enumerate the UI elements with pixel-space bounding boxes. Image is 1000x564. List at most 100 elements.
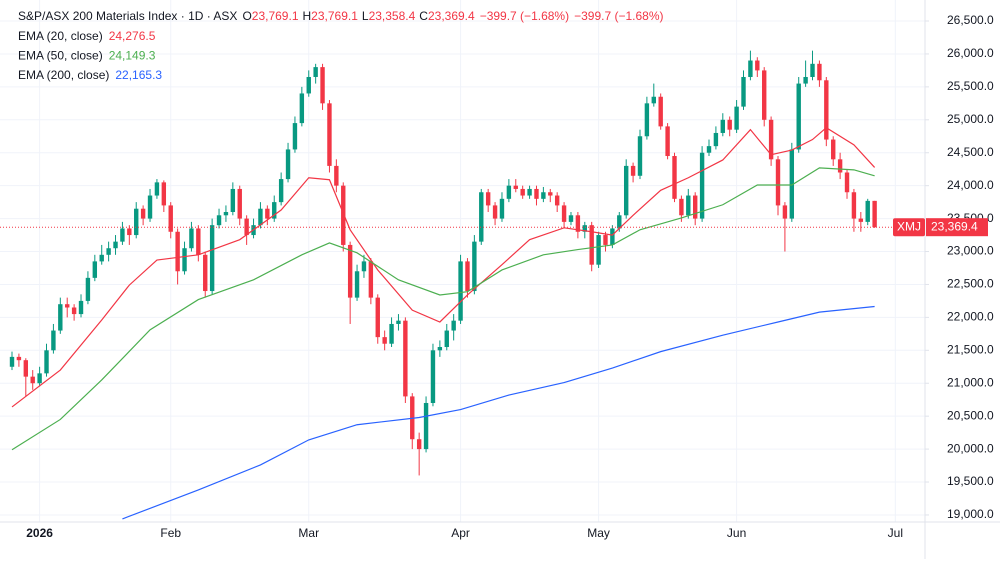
legend-name: EMA (50, close)	[18, 49, 103, 63]
y-tick-label: 22,500.0	[947, 277, 994, 291]
x-tick-label: Mar	[298, 526, 319, 540]
legend-entry: EMA (200, close) 22,165.3	[18, 68, 162, 82]
x-tick-label: May	[587, 526, 610, 540]
candle-body	[658, 96, 663, 127]
candle-body	[285, 149, 291, 180]
candle-body	[230, 188, 236, 213]
y-tick-label: 26,000.0	[947, 46, 994, 60]
candle-body	[499, 198, 505, 219]
candle-body	[720, 119, 726, 133]
candle-body	[9, 356, 15, 367]
candle-body	[389, 323, 394, 344]
candle-body	[313, 67, 318, 77]
candle-body	[334, 165, 339, 186]
candle-body	[299, 93, 305, 124]
candle-body	[479, 192, 484, 242]
grid	[0, 0, 925, 522]
candle-body	[755, 60, 760, 71]
ticker-label: XMJ	[897, 219, 921, 233]
legend-entry: EMA (50, close) 24,149.3	[18, 49, 156, 63]
candle-body	[485, 192, 491, 206]
change-label: −399.7 (−1.68%)	[574, 9, 663, 23]
candle-body	[679, 198, 684, 216]
candle-body	[278, 179, 284, 203]
ohlc-value: 23,369.4	[428, 9, 475, 23]
candle-body	[327, 103, 332, 166]
legend-name: EMA (20, close)	[18, 29, 103, 43]
candle-body	[361, 261, 367, 272]
candle-body	[209, 225, 215, 292]
candle-body	[196, 228, 201, 255]
candle-body	[824, 80, 829, 140]
candle-body	[623, 165, 629, 216]
candle-body	[375, 297, 380, 338]
candle-body	[182, 248, 187, 272]
legend-name: EMA (200, close)	[18, 68, 109, 82]
candle-body	[292, 123, 298, 150]
header: S&P/ASX 200 Materials Index · 1D · ASX O2…	[18, 9, 664, 23]
y-tick-label: 19,000.0	[947, 507, 994, 521]
candle-body	[237, 188, 242, 219]
candle-body	[699, 152, 705, 219]
y-tick-label: 19,500.0	[947, 474, 994, 488]
ema-line	[11, 167, 875, 451]
candle-body	[147, 195, 153, 219]
candle-body	[775, 159, 781, 206]
candle-body	[216, 215, 222, 226]
candle-body	[458, 261, 463, 321]
candle-body	[596, 235, 601, 265]
candle-body	[203, 254, 208, 292]
y-tick-label: 24,500.0	[947, 145, 994, 159]
candle-body	[134, 208, 139, 236]
ema-line	[122, 305, 875, 520]
x-tick-label: 2026	[26, 526, 53, 540]
y-tick-label: 20,000.0	[947, 441, 994, 455]
candle-body	[140, 208, 146, 219]
candle-body	[154, 182, 160, 196]
candle-body	[782, 205, 788, 219]
candle-body	[851, 192, 857, 219]
x-tick-label: Feb	[160, 526, 181, 540]
price-tag-label: 23,369.4	[931, 219, 978, 233]
change-label: −399.7 (−1.68%)	[480, 9, 569, 23]
y-tick-label: 24,000.0	[947, 178, 994, 192]
candle-body	[92, 261, 98, 278]
legend-value: 24,149.3	[109, 49, 156, 63]
candle-body	[513, 185, 518, 189]
candle-body	[527, 188, 532, 196]
candle-body	[844, 172, 850, 193]
candle-body	[865, 200, 870, 222]
candle-body	[692, 195, 698, 219]
ohlc-key: O	[242, 9, 251, 23]
candle-body	[258, 208, 263, 226]
candle-body	[872, 200, 877, 228]
candle-body	[99, 254, 104, 262]
candle-body	[23, 360, 29, 377]
candle-body	[127, 228, 132, 236]
candle-body	[644, 103, 650, 137]
ticker-tag	[893, 218, 925, 237]
y-tick-label: 21,000.0	[947, 375, 994, 389]
candle-body	[396, 320, 401, 324]
candle-body	[189, 228, 194, 249]
candle-body	[603, 235, 608, 245]
candle-body	[416, 439, 422, 450]
candle-body	[30, 376, 35, 384]
candle-body	[789, 149, 795, 219]
candle-body	[65, 304, 70, 308]
candle-body	[382, 337, 387, 344]
ohlc-value: 23,358.4	[369, 9, 416, 23]
y-tick-label: 22,000.0	[947, 310, 994, 324]
candle-body	[554, 195, 560, 206]
candle-body	[423, 402, 429, 450]
candle-body	[568, 215, 574, 222]
legend-entry: EMA (20, close) 24,276.5	[18, 29, 156, 43]
candle-body	[444, 330, 449, 348]
candle-body	[85, 277, 91, 301]
candle-body	[320, 67, 325, 104]
candle-body	[430, 350, 436, 403]
candle-body	[651, 96, 656, 104]
candle-body	[741, 76, 746, 107]
candle-body	[706, 146, 712, 153]
